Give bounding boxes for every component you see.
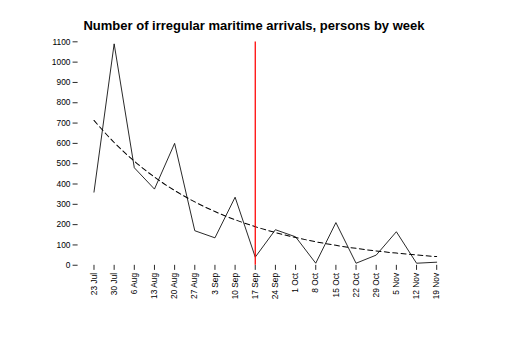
svg-text:3 Sep: 3 Sep [210, 272, 220, 294]
svg-text:700: 700 [56, 118, 70, 128]
html-text:Number of irregular maritime a: Number of irregular maritime arrivals, p… [83, 18, 425, 33]
svg-text:800: 800 [56, 97, 70, 107]
svg-text:5 Nov: 5 Nov [391, 272, 401, 295]
svg-text:23 Jul: 23 Jul [89, 273, 99, 295]
svg-text:17 Sep: 17 Sep [250, 272, 260, 299]
svg-text:29 Oct: 29 Oct [371, 272, 381, 297]
svg-text:20 Aug: 20 Aug [169, 272, 179, 298]
svg-text:13 Aug: 13 Aug [149, 272, 159, 298]
svg-text:300: 300 [56, 199, 70, 209]
svg-text:6 Aug: 6 Aug [129, 272, 139, 294]
svg-text:500: 500 [56, 158, 70, 168]
svg-text:900: 900 [56, 77, 70, 87]
svg-text:15 Oct: 15 Oct [331, 272, 341, 297]
svg-text:19 Nov: 19 Nov [431, 272, 441, 299]
svg-text:8 Oct: 8 Oct [310, 272, 320, 293]
svg-text:0: 0 [66, 260, 71, 270]
svg-text:600: 600 [56, 138, 70, 148]
svg-text:100: 100 [56, 240, 70, 250]
svg-text:27 Aug: 27 Aug [189, 272, 199, 298]
svg-text:12 Nov: 12 Nov [411, 272, 421, 299]
svg-text:1100: 1100 [52, 37, 70, 47]
svg-text:200: 200 [56, 219, 70, 229]
svg-text:22 Oct: 22 Oct [351, 272, 361, 297]
svg-text:10 Sep: 10 Sep [230, 272, 240, 299]
svg-text:400: 400 [56, 179, 70, 189]
svg-text:1 Oct: 1 Oct [290, 272, 300, 293]
svg-text:24 Sep: 24 Sep [270, 272, 280, 299]
svg-text:30 Jul: 30 Jul [109, 273, 119, 295]
svg-text:1000: 1000 [52, 57, 71, 67]
